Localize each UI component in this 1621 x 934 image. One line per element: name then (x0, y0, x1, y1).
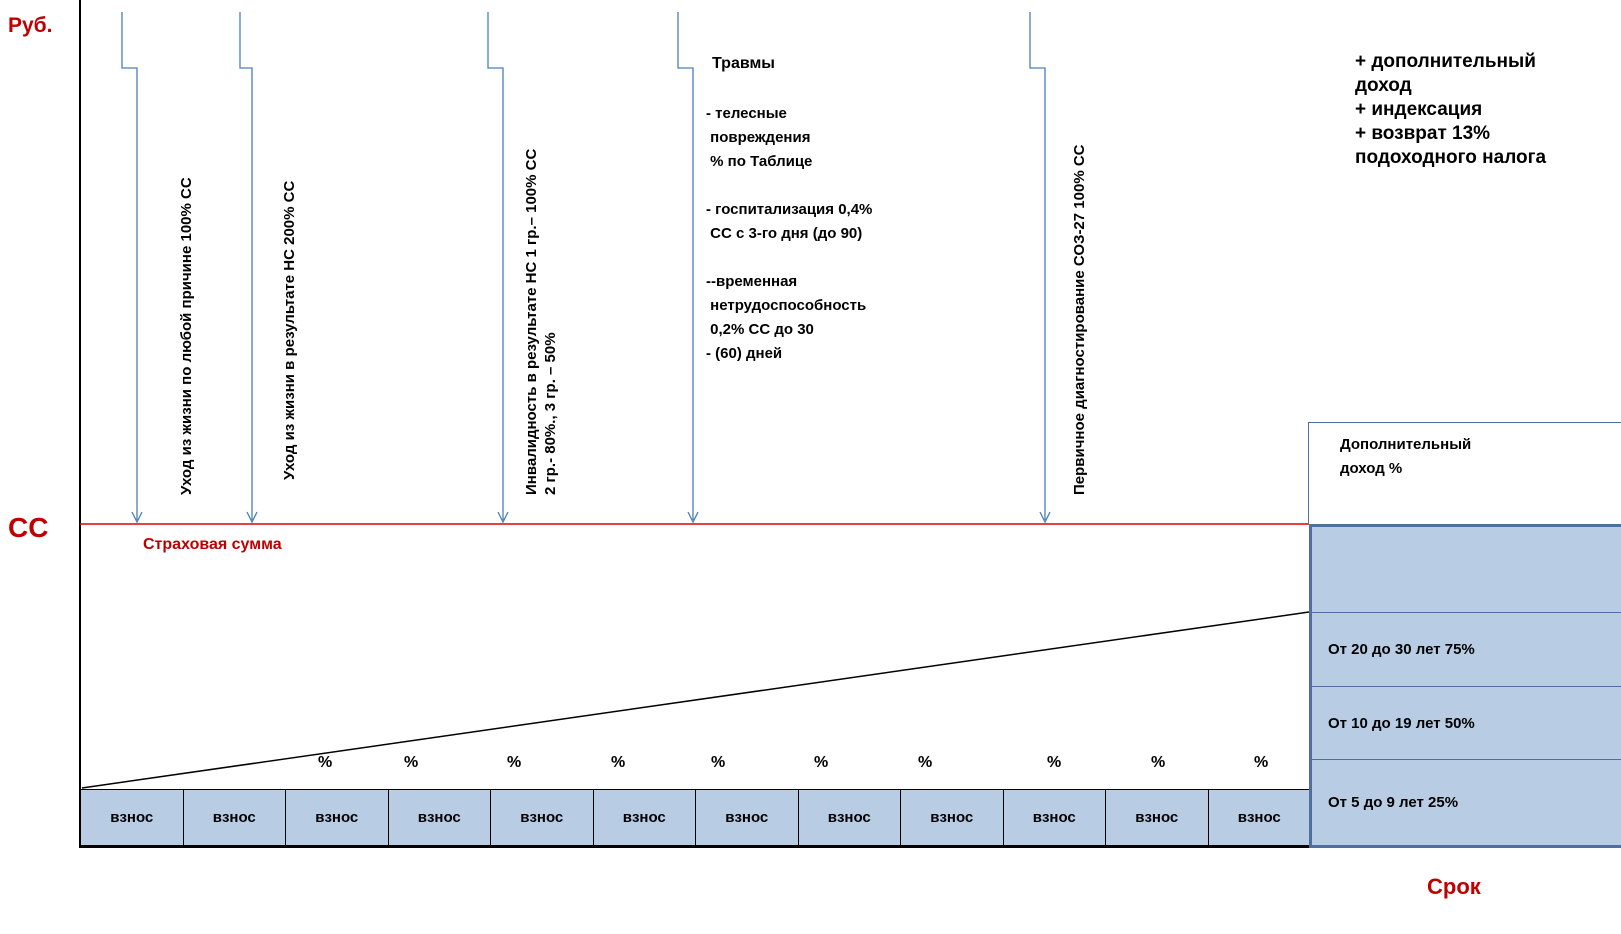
contribution-box: взнос (900, 789, 1004, 846)
event-arrow-4 (677, 12, 699, 524)
event-label-disability-line1: Инвалидность в результате НС 1 гр.– 100%… (523, 148, 540, 495)
percent-mark: % (814, 754, 829, 771)
event-label-disability-line2: 2 гр.- 80%., 3 гр. – 50% (542, 332, 559, 495)
percent-mark: % (1254, 754, 1269, 771)
event-arrow-2 (239, 12, 258, 524)
contribution-box: взнос (387, 789, 491, 846)
y-axis-label: Руб. (8, 14, 53, 37)
income-table-row: От 5 до 9 лет 25% (1309, 759, 1621, 848)
percent-mark: % (611, 754, 626, 771)
event-arrow-3 (487, 12, 509, 524)
percent-mark: % (318, 754, 333, 771)
contribution-box: взнос (797, 789, 901, 846)
event-label-diagnosis: Первичное диагностирование СОЗ-27 100% С… (1071, 144, 1088, 496)
percent-mark: % (918, 754, 933, 771)
percent-mark: % (404, 754, 419, 771)
income-table-row: От 10 до 19 лет 50% (1309, 686, 1621, 759)
contribution-box: взнос (490, 789, 594, 846)
cc-axis-label: СС (8, 512, 49, 543)
injuries-text: - телесные повреждения % по Таблице - го… (706, 105, 873, 362)
contribution-box: взнос (1105, 789, 1209, 846)
extras-text: + дополнительный доход + индексация + во… (1355, 51, 1547, 168)
percent-mark: % (1151, 754, 1166, 771)
contribution-box: взнос (285, 789, 389, 846)
event-arrow-5 (1029, 12, 1051, 524)
percent-mark: % (507, 754, 522, 771)
event-label-disability: Инвалидность в результате НС 1 гр.– 100%… (522, 149, 560, 495)
injuries-title: Травмы (712, 55, 775, 72)
income-table-header-frame (1308, 422, 1309, 524)
percent-mark: % (1047, 754, 1062, 771)
event-arrow-1 (121, 12, 143, 524)
percent-mark: % (711, 754, 726, 771)
income-table-header: Дополнительный доход % (1340, 436, 1472, 477)
growth-line (81, 611, 1310, 789)
contribution-box: взнос (1002, 789, 1106, 846)
contribution-box: взнос (592, 789, 696, 846)
income-table-row (1309, 524, 1621, 612)
contribution-box: взнос (182, 789, 286, 846)
event-label-death-accident: Уход из жизни в результате НС 200% СС (281, 180, 298, 480)
income-table-header-topline (1308, 422, 1621, 423)
insured-sum-label: Страховая сумма (143, 536, 282, 553)
event-label-death-any: Уход из жизни по любой причине 100% СС (178, 177, 195, 495)
contribution-box: взнос (1207, 789, 1311, 846)
contribution-box: взнос (695, 789, 799, 846)
term-axis-label: Срок (1427, 874, 1481, 899)
income-table-row: От 20 до 30 лет 75% (1309, 612, 1621, 686)
contribution-box: взнос (80, 789, 184, 846)
